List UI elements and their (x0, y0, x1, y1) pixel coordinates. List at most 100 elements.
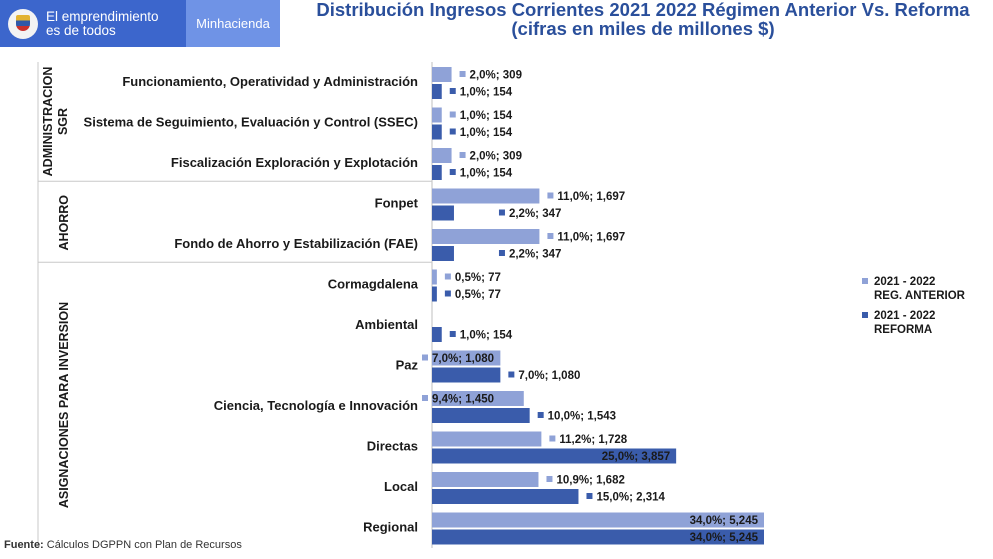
bar-reforma (432, 367, 501, 383)
legend-label-reforma-line1: 2021 - 2022 (874, 310, 935, 322)
category-label: Funcionamiento, Operatividad y Administr… (122, 74, 418, 89)
bar-reg-anterior (432, 148, 452, 163)
data-label-marker-reg-anterior (549, 435, 556, 442)
data-label-marker-reforma (498, 250, 505, 256)
brand-slogan-line2: es de todos (46, 22, 116, 38)
legend-marker-reforma (862, 312, 868, 318)
brand-slogan-line1: El emprendimiento (46, 8, 159, 24)
bar-reforma (432, 448, 677, 464)
legend-label-reg-anterior-line1: 2021 - 2022 (874, 276, 935, 288)
data-label-marker-reforma (508, 371, 515, 378)
data-label-reg-anterior: 11,2%; 1,728 (559, 434, 627, 446)
chart-title-line1: Distribución Ingresos Corrientes 2021 20… (316, 0, 970, 20)
group-label: AHORRO (57, 195, 71, 251)
category-label: Paz (396, 358, 419, 373)
bar-reg-anterior (432, 229, 540, 244)
bar-reforma (432, 529, 764, 545)
legend-marker-reg-anterior (862, 278, 868, 284)
data-label-marker-reg-anterior (449, 111, 456, 118)
data-label-reforma: 1,0%; 154 (460, 127, 513, 139)
data-label-marker-reforma (586, 493, 593, 499)
data-label-marker-reforma (449, 128, 456, 135)
category-label: Ambiental (355, 317, 418, 332)
group-label: ASIGNACIONES PARA INVERSION (57, 302, 71, 508)
category-label: Ciencia, Tecnología e Innovación (214, 398, 418, 413)
brand-block: El emprendimiento es de todos (0, 0, 186, 47)
bar-reforma (432, 205, 454, 221)
category-label: Directas (367, 439, 418, 454)
bar-reg-anterior (432, 269, 437, 285)
bar-reg-anterior (432, 512, 764, 528)
footer-source: Fuente: Cálculos DGPPN con Plan de Recur… (4, 539, 242, 551)
data-label-marker-reforma (444, 290, 451, 297)
category-label: Fiscalización Exploración y Explotación (171, 155, 418, 170)
data-label-reforma: 25,0%; 3,857 (602, 451, 670, 463)
bar-reforma (432, 408, 530, 423)
data-label-marker-reg-anterior (444, 273, 451, 280)
colombia-coat-of-arms-icon (8, 8, 38, 39)
category-label: Sistema de Seguimiento, Evaluación y Con… (84, 115, 418, 130)
data-label-reg-anterior: 9,4%; 1,450 (432, 394, 494, 406)
data-label-marker-reforma (449, 169, 456, 175)
footer-source-text: Cálculos DGPPN con Plan de Recursos (43, 539, 242, 551)
data-label-reforma: 2,2%; 347 (509, 208, 561, 220)
data-label-reg-anterior: 2,0%; 309 (470, 70, 522, 82)
data-label-reforma: 2,2%; 347 (509, 249, 561, 261)
category-label: Fondo de Ahorro y Estabilización (FAE) (174, 236, 418, 251)
category-label: Cormagdalena (328, 277, 419, 292)
data-label-reg-anterior: 1,0%; 154 (460, 110, 513, 122)
data-label-marker-reg-anterior (422, 354, 428, 361)
data-label-marker-reg-anterior (547, 233, 554, 239)
data-label-marker-reforma (498, 209, 505, 216)
data-label-marker-reforma (449, 331, 456, 337)
data-label-reforma: 1,0%; 154 (460, 330, 513, 342)
legend-label-reg-anterior-line2: REG. ANTERIOR (874, 290, 966, 302)
data-label-reforma: 7,0%; 1,080 (518, 370, 580, 382)
footer-source-label: Fuente: (4, 539, 44, 551)
category-label: Local (384, 479, 418, 494)
data-label-reg-anterior: 7,0%; 1,080 (432, 353, 494, 365)
data-label-reg-anterior: 10,9%; 1,682 (556, 475, 624, 487)
data-label-reforma: 0,5%; 77 (455, 289, 501, 301)
data-label-reg-anterior: 2,0%; 309 (470, 151, 522, 163)
data-label-marker-reg-anterior (546, 476, 553, 482)
legend-label-reforma-line2: REFORMA (874, 324, 932, 336)
bar-reg-anterior (432, 67, 452, 82)
header-bar: El emprendimiento es de todos Minhaciend… (0, 0, 280, 47)
chart-title-line2: (cifras en miles de millones $) (511, 18, 775, 39)
bar-reforma (432, 327, 442, 342)
bar-reg-anterior (432, 431, 542, 447)
data-label-reg-anterior: 11,0%; 1,697 (557, 232, 625, 244)
data-label-marker-reforma (449, 88, 456, 94)
data-label-reforma: 1,0%; 154 (460, 168, 513, 180)
ministry-label: Minhacienda (186, 0, 280, 47)
data-label-marker-reg-anterior (422, 395, 428, 401)
data-label-marker-reforma (537, 412, 544, 418)
data-label-marker-reg-anterior (459, 71, 466, 77)
bar-reg-anterior (432, 391, 524, 406)
group-label-line1: ADMINISTRACION (41, 67, 55, 177)
data-label-reforma: 1,0%; 154 (460, 87, 513, 99)
chart-title: Distribución Ingresos Corrientes 2021 20… (300, 0, 986, 38)
bar-reforma (432, 165, 442, 180)
bar-reforma (432, 124, 442, 140)
bar-reg-anterior (432, 472, 539, 487)
data-label-reg-anterior: 34,0%; 5,245 (690, 515, 759, 527)
group-label-line2: SGR (56, 108, 70, 135)
bar-reforma (432, 84, 442, 99)
bar-reg-anterior (432, 350, 501, 366)
data-label-marker-reg-anterior (547, 192, 554, 199)
bar-reforma (432, 246, 454, 261)
data-label-reforma: 10,0%; 1,543 (548, 411, 616, 423)
bar-reforma (432, 286, 437, 302)
data-label-reg-anterior: 11,0%; 1,697 (557, 191, 625, 203)
bar-reg-anterior (432, 188, 540, 204)
brand-slogan: El emprendimiento es de todos (46, 8, 159, 38)
bar-reforma (432, 489, 579, 504)
category-label: Regional (363, 520, 418, 535)
category-label: Fonpet (375, 196, 419, 211)
data-label-reg-anterior: 0,5%; 77 (455, 272, 501, 284)
data-label-reforma: 34,0%; 5,245 (690, 532, 759, 544)
data-label-reforma: 15,0%; 2,314 (596, 492, 665, 504)
